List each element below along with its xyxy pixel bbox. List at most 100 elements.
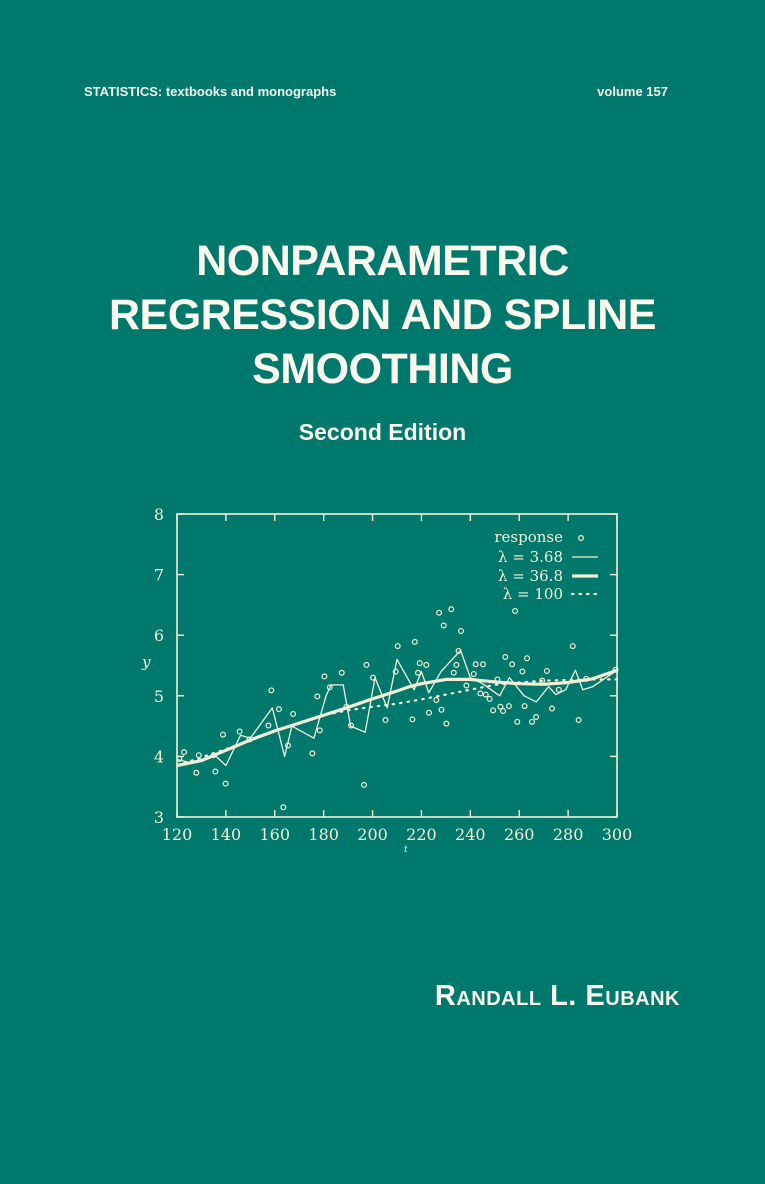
response-point bbox=[326, 684, 333, 691]
axes: 120 140 160 180 200 220 240 260 280 300 3 4 5 6 7 8 bbox=[154, 505, 632, 844]
response-point bbox=[280, 804, 287, 811]
response-point bbox=[176, 755, 183, 762]
y-axis-label: y bbox=[141, 653, 151, 671]
series-line-thin bbox=[176, 649, 618, 767]
response-point bbox=[490, 707, 497, 714]
response-point bbox=[528, 718, 535, 725]
series-name: STATISTICS: textbooks and monographs bbox=[84, 84, 337, 99]
response-point bbox=[411, 638, 418, 645]
response-point bbox=[470, 670, 477, 677]
response-point bbox=[361, 781, 368, 788]
response-point bbox=[519, 668, 526, 675]
response-point bbox=[583, 675, 590, 682]
x-tick-label: 180 bbox=[308, 825, 339, 844]
response-point bbox=[290, 710, 297, 717]
response-point bbox=[275, 706, 282, 713]
response-point bbox=[458, 627, 465, 634]
response-point bbox=[309, 750, 316, 757]
response-point bbox=[392, 668, 399, 675]
response-point bbox=[443, 720, 450, 727]
response-point bbox=[193, 769, 200, 776]
y-tick-label: 4 bbox=[154, 747, 164, 766]
response-point bbox=[181, 749, 188, 756]
response-point bbox=[268, 687, 275, 694]
response-point bbox=[512, 607, 519, 614]
legend-label: λ = 36.8 bbox=[498, 567, 563, 585]
author-name: Randall L. Eubank bbox=[434, 980, 680, 1012]
x-tick-label: 280 bbox=[553, 825, 584, 844]
y-tick-label: 8 bbox=[154, 505, 164, 524]
title-line-1: NONPARAMETRIC bbox=[196, 237, 569, 285]
legend-marker-response bbox=[578, 534, 585, 541]
response-point bbox=[316, 727, 323, 734]
response-point bbox=[436, 609, 443, 616]
x-tick-label: 220 bbox=[406, 825, 437, 844]
response-point bbox=[370, 674, 377, 681]
x-tick-label: 160 bbox=[260, 825, 291, 844]
response-point bbox=[463, 682, 470, 689]
response-point bbox=[246, 736, 253, 743]
response-point bbox=[521, 703, 528, 710]
title-line-3: SMOOTHING bbox=[252, 345, 513, 393]
response-point bbox=[382, 717, 389, 724]
response-point bbox=[423, 661, 430, 668]
response-point bbox=[509, 661, 516, 668]
legend-label: response bbox=[494, 528, 563, 546]
x-tick-label: 120 bbox=[162, 825, 193, 844]
response-point bbox=[338, 669, 345, 676]
response-point bbox=[533, 714, 540, 721]
response-point bbox=[219, 731, 226, 738]
response-point bbox=[569, 643, 576, 650]
response-point bbox=[348, 722, 355, 729]
response-point bbox=[236, 728, 243, 735]
response-point bbox=[543, 667, 550, 674]
y-tick-label: 5 bbox=[154, 687, 164, 706]
marks bbox=[175, 606, 619, 811]
response-point bbox=[494, 676, 501, 683]
x-tick-label: 200 bbox=[357, 825, 388, 844]
response-point bbox=[210, 752, 217, 759]
response-point bbox=[548, 705, 555, 712]
response-point bbox=[448, 606, 455, 613]
response-point bbox=[482, 691, 489, 698]
response-point bbox=[500, 707, 507, 714]
response-point bbox=[438, 706, 445, 713]
y-tick-label: 3 bbox=[154, 808, 164, 827]
y-tick-label: 7 bbox=[154, 566, 164, 585]
response-point bbox=[284, 742, 291, 749]
x-tick-label: 260 bbox=[504, 825, 535, 844]
response-point bbox=[575, 717, 582, 724]
response-point bbox=[480, 661, 487, 668]
response-point bbox=[426, 709, 433, 716]
x-tick-label: 300 bbox=[602, 825, 633, 844]
legend: response λ = 3.68λ = 36.8λ = 100 bbox=[494, 528, 600, 603]
response-point bbox=[472, 661, 479, 668]
volume-number: volume 157 bbox=[597, 84, 668, 99]
series-line-thick bbox=[176, 668, 618, 768]
legend-label: λ = 100 bbox=[503, 585, 563, 603]
book-title: NONPARAMETRIC REGRESSION AND SPLINE SMOO… bbox=[0, 234, 765, 396]
cover-chart: 120 140 160 180 200 220 240 260 280 300 3 4 5 6 7 8 res… bbox=[141, 505, 632, 855]
response-point bbox=[477, 690, 484, 697]
response-point bbox=[453, 661, 460, 668]
response-point bbox=[450, 669, 457, 676]
response-point bbox=[415, 669, 422, 676]
response-point bbox=[363, 661, 370, 668]
response-point bbox=[505, 703, 512, 710]
y-tick-label: 6 bbox=[154, 626, 164, 645]
response-point bbox=[195, 752, 202, 759]
response-point bbox=[486, 695, 493, 702]
legend-label: λ = 3.68 bbox=[498, 548, 563, 566]
response-point bbox=[265, 722, 272, 729]
response-point bbox=[314, 693, 321, 700]
response-point bbox=[497, 703, 504, 710]
response-point bbox=[212, 768, 219, 775]
response-point bbox=[514, 718, 521, 725]
x-tick-label: 140 bbox=[211, 825, 242, 844]
x-axis-label: t bbox=[404, 845, 408, 855]
response-point bbox=[555, 686, 562, 693]
response-point bbox=[394, 643, 401, 650]
plot-frame bbox=[176, 513, 618, 818]
response-point bbox=[524, 655, 531, 662]
response-point bbox=[321, 673, 328, 680]
